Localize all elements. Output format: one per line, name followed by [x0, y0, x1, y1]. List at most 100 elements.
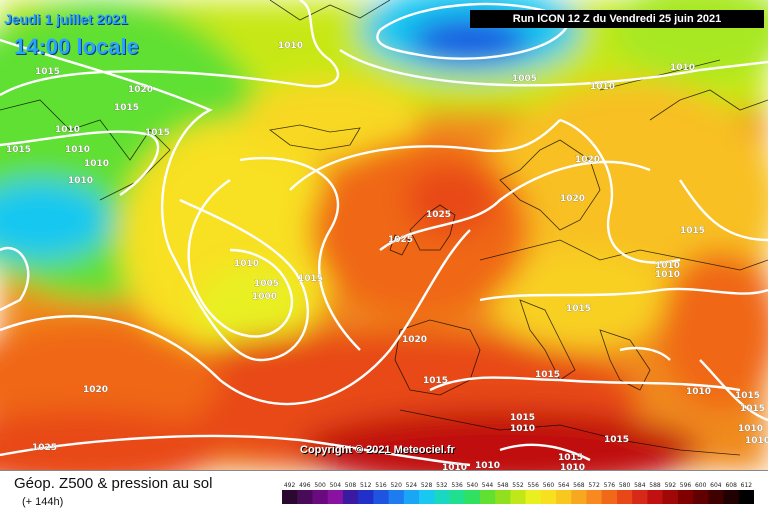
scale-swatch: [434, 490, 450, 504]
scale-swatch: [617, 490, 633, 504]
isobar-label: 1010: [68, 176, 93, 186]
scale-swatch: [464, 490, 481, 504]
isobar-label: 1015: [423, 376, 448, 386]
scale-tick-label: 496: [299, 482, 311, 489]
isobar-label: 1025: [32, 443, 57, 453]
isobar-label: 1010: [510, 424, 535, 434]
scale-swatch: [449, 490, 466, 504]
isobar-label: 1015: [558, 453, 583, 463]
isobar-label: 1015: [114, 103, 139, 113]
valid-date: Jeudi 1 juillet 2021: [4, 11, 128, 27]
isobar-label: 1015: [535, 370, 560, 380]
isobar-label: 1015: [298, 274, 323, 284]
coastlines: [0, 0, 768, 456]
scale-tick-label: 552: [512, 482, 524, 489]
scale-tick-label: 568: [573, 482, 585, 489]
scale-swatch: [373, 490, 390, 504]
scale-tick-label: 500: [314, 482, 326, 489]
scale-swatch: [525, 490, 542, 504]
scale-swatch: [297, 490, 313, 504]
isobar-label: 1015: [35, 67, 60, 77]
scale-swatch: [723, 490, 740, 504]
scale-swatch: [495, 490, 511, 504]
scale-tick-label: 508: [345, 482, 357, 489]
scale-tick-label: 580: [619, 482, 631, 489]
scale-tick-label: 516: [375, 482, 387, 489]
scale-swatch: [419, 490, 435, 504]
scale-tick-label: 560: [543, 482, 555, 489]
isobar-label: 1020: [560, 194, 585, 204]
scale-tick-label: 588: [649, 482, 661, 489]
isobar-label: 1000: [252, 292, 277, 302]
scale-tick-label: 604: [710, 482, 722, 489]
isobar-label: 1010: [590, 82, 615, 92]
scale-tick-label: 572: [588, 482, 600, 489]
isobar-label: 1020: [128, 85, 153, 95]
scale-swatch: [677, 490, 694, 504]
scale-swatch: [571, 490, 587, 504]
isobar-label: 1015: [510, 413, 535, 423]
scale-swatch: [312, 490, 329, 504]
color-scale: 492 496 500 504 508 512 516 520 524 528 532 536 540 5…: [282, 482, 754, 504]
scale-swatch: [647, 490, 664, 504]
scale-swatch: [479, 490, 496, 504]
isobar-label: 1010: [745, 436, 768, 446]
model-run-label: Run ICON 12 Z du Vendredi 25 juin 2021: [470, 10, 764, 28]
scale-tick-label: 564: [558, 482, 570, 489]
scale-tick-label: 504: [330, 482, 342, 489]
scale-tick-label: 612: [741, 482, 753, 489]
scale-swatch: [738, 490, 754, 504]
scale-tick-label: 556: [527, 482, 539, 489]
isobar-label: 1010: [84, 159, 109, 169]
isobar-label: 1015: [145, 128, 170, 138]
scale-swatch: [662, 490, 679, 504]
scale-swatch: [556, 490, 572, 504]
scale-tick-label: 512: [360, 482, 372, 489]
scale-tick-label: 528: [421, 482, 433, 489]
scale-tick-label: 540: [467, 482, 479, 489]
map-canvas: 1010 1015 1020 1015 1010 1015 1010 1010 …: [0, 0, 768, 470]
isobar-label: 1010: [475, 461, 500, 470]
isobar-label: 1010: [234, 259, 259, 269]
scale-swatch: [632, 490, 648, 504]
scale-tick-label: 532: [436, 482, 448, 489]
scale-tick-label: 536: [451, 482, 463, 489]
scale-swatch: [540, 490, 557, 504]
isobar-label: 1005: [512, 74, 537, 84]
weather-map: 1010 1015 1020 1015 1010 1015 1010 1010 …: [0, 0, 768, 470]
isobar-label: 1015: [6, 145, 31, 155]
isobars: [0, 0, 768, 465]
scale-swatch: [708, 490, 724, 504]
isobar-label: 1010: [442, 463, 467, 470]
isobar-label: 1015: [604, 435, 629, 445]
isobar-label: 1015: [680, 226, 705, 236]
isobar-label: 1010: [65, 145, 90, 155]
scale-swatch: [358, 490, 374, 504]
isobar-labels: 1010 1015 1020 1015 1010 1015 1010 1010 …: [6, 41, 768, 470]
map-footer: Géop. Z500 & pression au sol (+ 144h) 49…: [0, 470, 768, 513]
map-title: Géop. Z500 & pression au sol: [14, 475, 213, 492]
scale-swatch: [327, 490, 344, 504]
isobar-label: 1010: [55, 125, 80, 135]
isobar-label: 1020: [83, 385, 108, 395]
scale-tick-label: 596: [680, 482, 692, 489]
scale-tick-label: 600: [695, 482, 707, 489]
isobar-label: 1025: [388, 235, 413, 245]
scale-swatch: [282, 490, 298, 504]
isobar-label: 1010: [655, 261, 680, 271]
isobar-label: 1010: [560, 463, 585, 470]
isobar-label: 1015: [735, 391, 760, 401]
scale-swatch: [693, 490, 709, 504]
scale-swatch: [342, 490, 359, 504]
scale-tick-label: 492: [284, 482, 296, 489]
scale-tick-label: 524: [406, 482, 418, 489]
scale-swatch: [510, 490, 527, 504]
copyright-notice: Copyright © 2021 Meteociel.fr: [300, 444, 455, 456]
scale-tick-label: 520: [390, 482, 402, 489]
scale-tick-label: 544: [482, 482, 494, 489]
scale-tick-label: 592: [665, 482, 677, 489]
isobar-label: 1025: [426, 210, 451, 220]
scale-swatch: [586, 490, 603, 504]
scale-swatch: [601, 490, 618, 504]
forecast-step: (+ 144h): [22, 496, 64, 508]
